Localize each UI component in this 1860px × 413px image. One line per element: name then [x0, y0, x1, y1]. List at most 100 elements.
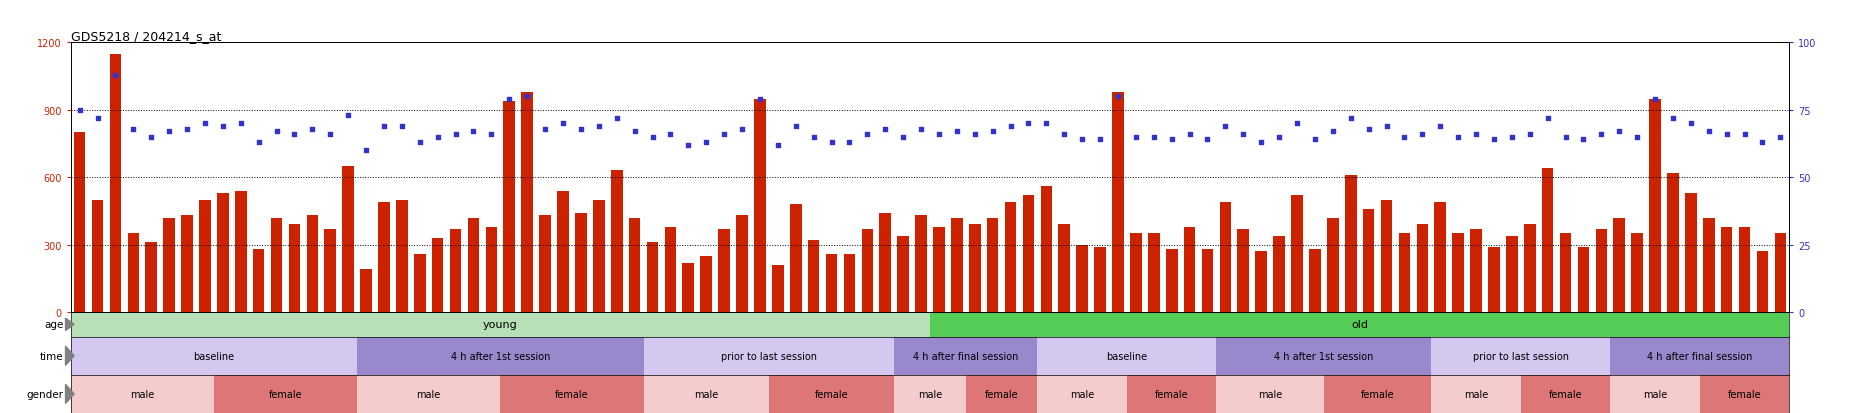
Bar: [1274, 236, 1285, 312]
Bar: [664, 227, 677, 312]
Point: [835, 140, 865, 146]
Bar: [1363, 209, 1375, 312]
Bar: [1380, 200, 1393, 312]
Point: [1514, 131, 1544, 138]
Point: [100, 72, 130, 79]
Point: [279, 131, 309, 138]
Bar: [1112, 93, 1123, 312]
Bar: [1434, 202, 1445, 312]
Bar: [1542, 169, 1553, 312]
Point: [1533, 115, 1562, 122]
Bar: [164, 218, 175, 312]
Point: [387, 123, 417, 130]
Point: [619, 129, 649, 135]
Bar: [500, 375, 644, 413]
Point: [1676, 121, 1706, 127]
Bar: [1613, 218, 1626, 312]
Text: female: female: [1362, 389, 1395, 399]
Polygon shape: [65, 318, 74, 331]
Bar: [880, 214, 891, 312]
Bar: [934, 227, 945, 312]
Text: male: male: [417, 389, 441, 399]
Bar: [1507, 236, 1518, 312]
Bar: [1739, 227, 1750, 312]
Text: male: male: [1070, 389, 1094, 399]
Text: prior to last session: prior to last session: [722, 351, 817, 361]
Bar: [969, 225, 980, 312]
Point: [1568, 137, 1598, 143]
Point: [1335, 115, 1365, 122]
Bar: [930, 312, 1789, 337]
Bar: [1469, 229, 1482, 312]
Polygon shape: [65, 347, 74, 366]
Bar: [1183, 227, 1196, 312]
Bar: [71, 312, 930, 337]
Bar: [807, 240, 820, 312]
Bar: [950, 218, 963, 312]
Bar: [71, 337, 357, 375]
Point: [549, 121, 578, 127]
Point: [1084, 137, 1114, 143]
Bar: [199, 200, 210, 312]
Point: [1246, 140, 1276, 146]
Point: [208, 123, 238, 130]
Text: male: male: [130, 389, 154, 399]
Point: [1587, 131, 1616, 138]
Point: [960, 131, 990, 138]
Text: gender: gender: [26, 389, 63, 399]
Text: female: female: [1155, 389, 1189, 399]
Bar: [644, 337, 895, 375]
Bar: [790, 205, 802, 312]
Bar: [253, 249, 264, 312]
Text: female: female: [984, 389, 1019, 399]
Point: [924, 131, 954, 138]
Point: [441, 131, 471, 138]
Bar: [593, 200, 604, 312]
Bar: [1291, 196, 1302, 312]
Point: [1408, 131, 1438, 138]
Point: [1551, 134, 1581, 141]
Bar: [1596, 229, 1607, 312]
Bar: [768, 375, 895, 413]
Point: [655, 131, 684, 138]
Point: [1300, 137, 1330, 143]
Point: [225, 121, 255, 127]
Point: [316, 131, 346, 138]
Text: male: male: [694, 389, 718, 399]
Point: [1192, 137, 1222, 143]
Bar: [718, 229, 729, 312]
Bar: [844, 254, 856, 312]
Point: [673, 142, 703, 149]
Point: [82, 115, 112, 122]
Point: [476, 131, 506, 138]
Point: [763, 142, 792, 149]
Bar: [521, 93, 534, 312]
Point: [638, 134, 668, 141]
Bar: [1611, 337, 1789, 375]
Point: [459, 129, 489, 135]
Bar: [965, 375, 1038, 413]
Text: time: time: [41, 351, 63, 361]
Bar: [575, 214, 586, 312]
Point: [1211, 123, 1241, 130]
Bar: [361, 270, 372, 312]
Bar: [1202, 249, 1213, 312]
Point: [119, 126, 149, 133]
Bar: [1704, 218, 1715, 312]
Bar: [504, 102, 515, 312]
Point: [1443, 134, 1473, 141]
Bar: [128, 234, 140, 312]
Bar: [1345, 176, 1356, 312]
Point: [1138, 134, 1168, 141]
Point: [136, 134, 166, 141]
Bar: [826, 254, 837, 312]
Bar: [539, 216, 551, 312]
Point: [1622, 134, 1652, 141]
Bar: [415, 254, 426, 312]
Bar: [1430, 375, 1521, 413]
Text: prior to last session: prior to last session: [1473, 351, 1568, 361]
Text: male: male: [917, 389, 943, 399]
Bar: [1523, 225, 1536, 312]
Bar: [272, 218, 283, 312]
Bar: [1685, 193, 1696, 312]
